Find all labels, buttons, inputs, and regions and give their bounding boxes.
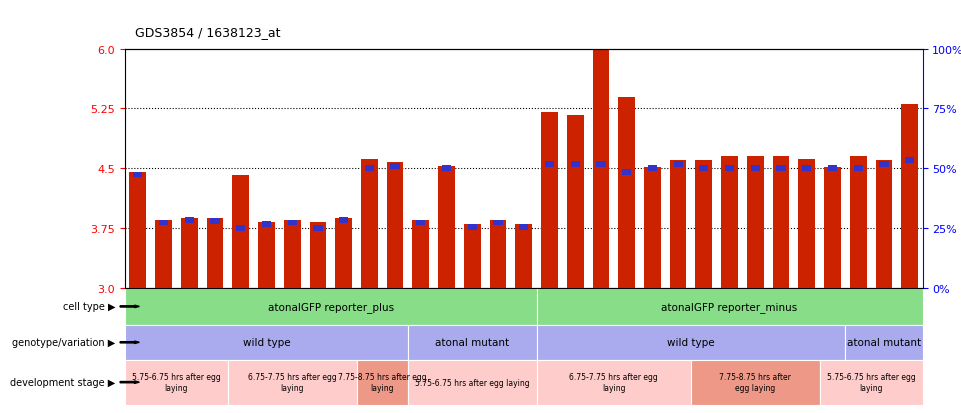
- Bar: [622, 170, 631, 176]
- Bar: [335, 218, 352, 288]
- Bar: [408, 360, 536, 405]
- Bar: [468, 225, 477, 230]
- Bar: [799, 159, 815, 288]
- Bar: [536, 325, 846, 360]
- Bar: [825, 167, 841, 288]
- Bar: [210, 218, 219, 224]
- Text: wild type: wild type: [242, 337, 290, 347]
- Bar: [674, 162, 682, 168]
- Bar: [233, 175, 249, 288]
- Bar: [259, 222, 275, 288]
- Bar: [365, 166, 374, 172]
- Bar: [571, 162, 579, 168]
- Text: genotype/variation ▶: genotype/variation ▶: [12, 337, 115, 347]
- Bar: [134, 172, 142, 178]
- Text: 5.75-6.75 hrs after egg
laying: 5.75-6.75 hrs after egg laying: [826, 373, 916, 392]
- Text: cell type ▶: cell type ▶: [62, 301, 115, 312]
- Bar: [412, 221, 430, 288]
- Bar: [618, 97, 635, 288]
- Bar: [905, 158, 914, 164]
- Bar: [185, 218, 194, 223]
- Bar: [541, 113, 557, 288]
- Bar: [519, 225, 529, 230]
- Bar: [879, 162, 889, 168]
- Bar: [545, 162, 554, 168]
- Bar: [536, 288, 923, 325]
- Bar: [442, 166, 451, 172]
- Bar: [773, 157, 789, 288]
- Bar: [283, 221, 301, 288]
- Bar: [416, 220, 426, 225]
- Bar: [593, 50, 609, 288]
- Bar: [648, 166, 657, 172]
- Bar: [408, 325, 536, 360]
- Bar: [261, 222, 271, 227]
- Bar: [846, 325, 923, 360]
- Bar: [901, 105, 918, 288]
- Text: development stage ▶: development stage ▶: [10, 377, 115, 387]
- Bar: [802, 166, 811, 172]
- Bar: [493, 220, 503, 225]
- Bar: [236, 225, 245, 231]
- Bar: [181, 218, 198, 288]
- Bar: [207, 219, 223, 288]
- Bar: [313, 225, 323, 231]
- Bar: [536, 360, 691, 405]
- Bar: [159, 220, 168, 225]
- Bar: [875, 161, 893, 288]
- Text: GDS3854 / 1638123_at: GDS3854 / 1638123_at: [135, 26, 280, 39]
- Bar: [515, 225, 532, 288]
- Text: 6.75-7.75 hrs after egg
laying: 6.75-7.75 hrs after egg laying: [248, 373, 336, 392]
- Text: 7.75-8.75 hrs after egg
laying: 7.75-8.75 hrs after egg laying: [338, 373, 427, 392]
- Bar: [490, 221, 506, 288]
- Bar: [438, 166, 455, 288]
- Text: 5.75-6.75 hrs after egg
laying: 5.75-6.75 hrs after egg laying: [132, 373, 221, 392]
- Bar: [125, 325, 408, 360]
- Bar: [130, 173, 146, 288]
- Bar: [725, 166, 734, 172]
- Text: 6.75-7.75 hrs after egg
laying: 6.75-7.75 hrs after egg laying: [570, 373, 658, 392]
- Bar: [567, 116, 583, 288]
- Bar: [828, 166, 837, 172]
- Bar: [361, 159, 378, 288]
- Bar: [155, 221, 172, 288]
- Bar: [747, 157, 764, 288]
- Bar: [850, 157, 867, 288]
- Bar: [691, 360, 820, 405]
- Text: wild type: wild type: [667, 337, 715, 347]
- Bar: [670, 161, 686, 288]
- Bar: [644, 167, 661, 288]
- Text: atonal mutant: atonal mutant: [435, 337, 509, 347]
- Bar: [721, 157, 738, 288]
- Bar: [287, 220, 297, 225]
- Bar: [228, 360, 357, 405]
- Bar: [696, 161, 712, 288]
- Bar: [339, 218, 348, 223]
- Bar: [386, 162, 404, 288]
- Bar: [597, 162, 605, 168]
- Text: 5.75-6.75 hrs after egg laying: 5.75-6.75 hrs after egg laying: [415, 378, 530, 387]
- Bar: [776, 166, 786, 172]
- Bar: [125, 360, 228, 405]
- Bar: [390, 164, 400, 169]
- Text: atonalGFP reporter_plus: atonalGFP reporter_plus: [268, 301, 394, 312]
- Bar: [357, 360, 408, 405]
- Bar: [700, 166, 708, 172]
- Bar: [820, 360, 923, 405]
- Bar: [464, 225, 480, 288]
- Bar: [125, 288, 536, 325]
- Bar: [751, 166, 760, 172]
- Bar: [309, 222, 327, 288]
- Text: atonalGFP reporter_minus: atonalGFP reporter_minus: [661, 301, 798, 312]
- Text: atonal mutant: atonal mutant: [847, 337, 921, 347]
- Text: 7.75-8.75 hrs after
egg laying: 7.75-8.75 hrs after egg laying: [720, 373, 791, 392]
- Bar: [853, 166, 863, 172]
